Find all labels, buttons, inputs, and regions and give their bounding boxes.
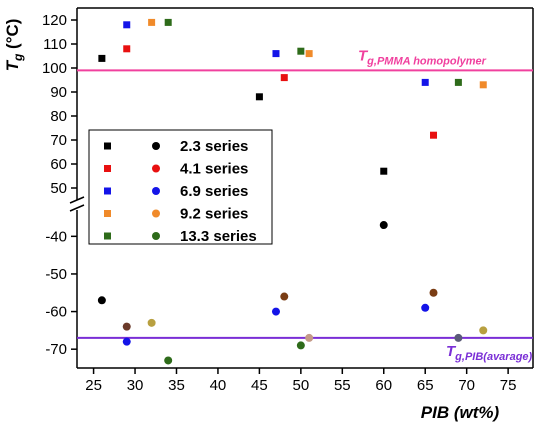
legend-circle-marker <box>152 164 160 173</box>
legend-square-marker <box>104 210 111 217</box>
circle-marker <box>97 296 106 305</box>
square-marker <box>421 78 429 86</box>
circle-marker <box>271 307 280 316</box>
circle-marker <box>122 337 131 346</box>
square-marker <box>123 45 131 53</box>
legend-label: 9.2 series <box>180 206 248 223</box>
y-tick-label: 70 <box>50 132 67 149</box>
square-marker <box>430 131 438 139</box>
circle-marker <box>305 333 314 342</box>
y-tick-label: 80 <box>50 108 67 125</box>
x-tick-label: 30 <box>127 377 144 394</box>
circle-marker <box>296 341 305 350</box>
square-marker <box>297 47 305 55</box>
square-marker <box>164 18 172 26</box>
legend-square-marker <box>104 232 111 240</box>
legend-circle-marker <box>152 187 160 195</box>
legend-label: 2.3 series <box>180 138 248 155</box>
reference-lines: Tg,PMMA homopolymer Tg,PIB(avarage) <box>77 47 533 363</box>
y-tick-label: 110 <box>43 36 67 53</box>
x-axis-ticks: 25 30 35 40 45 50 55 60 65 70 75 <box>85 368 516 394</box>
y-tick-label: -40 <box>45 228 67 245</box>
circle-marker <box>164 356 173 365</box>
circle-marker <box>147 318 156 327</box>
y-axis-ticks: 50 60 70 80 90 100 110 120 -70 -60 -50 -40 <box>42 12 77 358</box>
circle-marker <box>280 292 289 301</box>
legend-square-marker <box>104 165 111 172</box>
square-marker <box>454 78 462 86</box>
legend-circle-marker <box>152 142 160 150</box>
x-tick-label: 35 <box>168 377 185 394</box>
y-tick-label: 100 <box>42 60 67 77</box>
y-tick-label: 60 <box>50 156 67 173</box>
square-marker <box>255 93 263 101</box>
reference-line-label: Tg,PMMA homopolymer <box>358 47 487 67</box>
x-tick-label: 65 <box>417 377 434 394</box>
y-tick-label: 90 <box>50 84 67 101</box>
square-marker <box>98 54 106 62</box>
y-tick-label: -50 <box>45 266 67 283</box>
reference-line-label: Tg,PIB(avarage) <box>446 343 533 363</box>
legend-square-marker <box>104 187 111 195</box>
circle-marker <box>454 333 463 342</box>
legend-box <box>88 129 273 245</box>
x-tick-label: 60 <box>375 377 392 394</box>
x-tick-label: 70 <box>458 377 475 394</box>
x-tick-label: 25 <box>85 377 102 394</box>
y-tick-label: -60 <box>45 304 67 321</box>
circle-marker <box>429 288 438 297</box>
square-marker <box>123 21 131 29</box>
x-tick-label: 40 <box>210 377 227 394</box>
circle-marker <box>479 326 488 335</box>
circle-marker <box>421 303 430 312</box>
data-points <box>97 18 488 365</box>
y-tick-label: 120 <box>42 12 67 29</box>
x-tick-label: 50 <box>293 377 310 394</box>
square-marker <box>305 50 313 58</box>
x-axis-title: PIB (wt%) <box>421 403 500 422</box>
x-tick-label: 75 <box>500 377 517 394</box>
square-marker <box>479 81 487 89</box>
x-tick-label: 45 <box>251 377 268 394</box>
y-tick-label: 50 <box>50 180 67 197</box>
square-marker <box>380 167 388 175</box>
square-marker <box>280 74 288 82</box>
axes <box>69 7 534 369</box>
x-tick-label: 55 <box>334 377 351 394</box>
legend-label: 13.3 series <box>180 228 257 245</box>
y-axis-title: Tg (°C) <box>3 19 25 72</box>
legend-circle-marker <box>152 232 160 240</box>
legend-circle-marker <box>152 209 160 218</box>
legend-label: 6.9 series <box>180 183 248 200</box>
square-marker <box>272 50 280 58</box>
legend-label: 4.1 series <box>180 161 248 178</box>
circle-marker <box>379 221 388 230</box>
y-axis-break-marker <box>69 196 85 212</box>
y-tick-label: -70 <box>45 341 67 358</box>
square-marker <box>148 18 156 26</box>
legend: 2.3 series 4.1 series 6.9 series 9.2 series… <box>88 129 273 245</box>
circle-marker <box>122 322 131 331</box>
legend-square-marker <box>104 142 111 150</box>
